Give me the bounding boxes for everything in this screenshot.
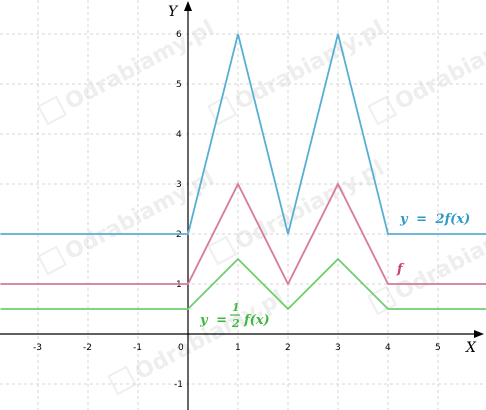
y-tick-label: 3	[176, 180, 182, 190]
x-tick-label: -3	[33, 343, 42, 353]
y-tick-label: -1	[174, 380, 183, 390]
label-half-y: y	[199, 313, 209, 328]
x-axis-arrow	[474, 330, 484, 338]
label-2f-prefix: y	[399, 212, 409, 227]
x-axis-label: X	[465, 340, 477, 356]
watermark-text: Odrabiamy.pl	[131, 286, 289, 386]
x-tick-label: -2	[83, 343, 92, 353]
y-tick-label: 5	[176, 80, 182, 90]
pencil-logo-icon	[39, 247, 66, 274]
y-tick-label: 2	[176, 230, 182, 240]
watermark-text: Odrabiamy.pl	[61, 16, 219, 116]
y-tick-label: 6	[176, 30, 182, 40]
y-axis-arrow	[184, 1, 192, 11]
y-tick-label: 1	[176, 280, 182, 290]
x-tick-label: 4	[385, 343, 391, 353]
label-half-frac-den: 2	[231, 317, 240, 330]
x-tick-label: 2	[285, 343, 291, 353]
x-tick-label: 5	[435, 343, 441, 353]
x-tick-label: 3	[335, 343, 341, 353]
pencil-logo-icon	[39, 97, 66, 124]
watermark-layer: Odrabiamy.pl Odrabiamy.pl Odrabiamy.pl Odra…	[39, 16, 486, 394]
series-label-f: f	[396, 262, 405, 277]
label-half-frac-num: 1	[232, 301, 240, 314]
pencil-logo-icon	[369, 97, 396, 124]
label-2f-equals: =	[416, 212, 427, 227]
series-layer	[1, 34, 486, 309]
label-half-equals: =	[216, 313, 227, 328]
pencil-logo-icon	[209, 237, 236, 264]
label-half-body: f(x)	[243, 313, 270, 328]
pencil-logo-icon	[369, 287, 396, 314]
series-label-2f: y = 2f(x)	[399, 212, 470, 227]
label-2f-body: 2f(x)	[435, 212, 471, 227]
y-axis-label: Y	[168, 4, 179, 20]
x-tick-label: 1	[235, 343, 241, 353]
watermark-text: Odrabiamy.pl	[391, 16, 486, 116]
watermark-text: Odrabiamy.pl	[61, 166, 219, 266]
x-tick-label: 0	[178, 343, 184, 353]
y-tick-label: 4	[176, 130, 182, 140]
pencil-logo-icon	[109, 367, 136, 394]
x-tick-label: -1	[133, 343, 142, 353]
